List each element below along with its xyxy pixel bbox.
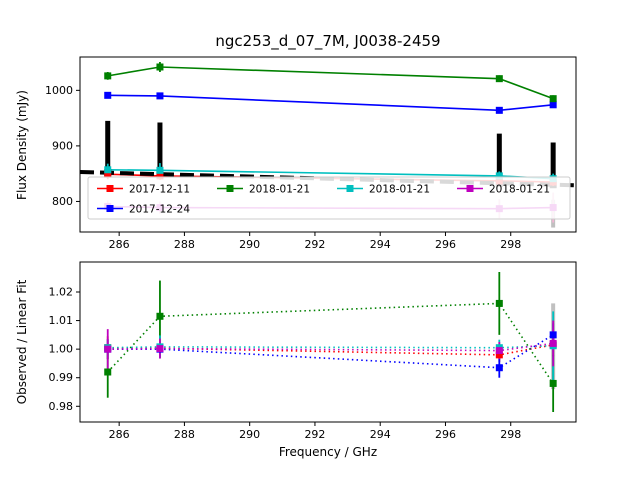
y-tick-label: 0.98 bbox=[49, 400, 74, 413]
x-tick-label: 298 bbox=[500, 428, 521, 441]
axes-frame bbox=[79, 261, 577, 423]
data-point-marker bbox=[495, 351, 503, 359]
data-point-marker bbox=[495, 347, 503, 355]
data-point-marker bbox=[549, 379, 557, 387]
y-tick-label: 800 bbox=[52, 195, 73, 208]
data-point-marker bbox=[156, 172, 164, 180]
x-tick-label: 294 bbox=[370, 238, 391, 251]
data-point-marker bbox=[156, 63, 164, 71]
data-point-marker bbox=[495, 106, 503, 114]
data-point-marker bbox=[495, 75, 503, 83]
y-tick-label: 1.00 bbox=[49, 343, 74, 356]
x-tick-label: 290 bbox=[239, 238, 260, 251]
series-line bbox=[107, 342, 554, 352]
axes-frame bbox=[79, 56, 577, 233]
y-tick-label: 1.02 bbox=[49, 286, 74, 299]
data-point-marker bbox=[549, 339, 557, 347]
data-point-marker bbox=[156, 345, 164, 353]
y-tick-label: 0.99 bbox=[49, 371, 74, 384]
legend-marker bbox=[226, 185, 234, 192]
x-tick-label: 290 bbox=[239, 428, 260, 441]
legend-label: 2018-01-21 bbox=[489, 183, 550, 195]
bottom-y-axis-label: Observed / Linear Fit bbox=[15, 279, 29, 405]
x-tick-label: 298 bbox=[500, 238, 521, 251]
series-line bbox=[107, 94, 554, 112]
x-tick-label: 294 bbox=[370, 428, 391, 441]
x-tick-label: 292 bbox=[304, 428, 325, 441]
x-tick-label: 286 bbox=[109, 428, 130, 441]
legend-marker bbox=[346, 185, 354, 192]
x-axis-label: Frequency / GHz bbox=[278, 445, 378, 459]
x-tick-label: 292 bbox=[304, 238, 325, 251]
data-point-marker bbox=[104, 72, 112, 80]
legend-label: 2018-01-21 bbox=[369, 183, 430, 195]
x-tick-label: 296 bbox=[435, 428, 456, 441]
legend-label: 2018-01-21 bbox=[249, 183, 310, 195]
data-point-marker bbox=[156, 312, 164, 320]
x-tick-label: 296 bbox=[435, 238, 456, 251]
x-tick-label: 286 bbox=[109, 238, 130, 251]
x-tick-label: 288 bbox=[174, 238, 195, 251]
data-point-marker bbox=[549, 331, 557, 339]
series-line bbox=[107, 344, 554, 356]
top-y-axis-label: Flux Density (mJy) bbox=[15, 90, 29, 200]
data-point-marker bbox=[156, 92, 164, 100]
data-point-marker bbox=[104, 345, 112, 353]
legend-marker bbox=[106, 185, 114, 192]
data-point-marker bbox=[104, 368, 112, 376]
figure-title: ngc253_d_07_7M, J0038-2459 bbox=[215, 32, 441, 50]
y-tick-label: 1.01 bbox=[49, 314, 74, 327]
axes-0: 286 288 290 292 294 296 298 800 900 1000 2017-12-1… bbox=[45, 56, 577, 251]
axes-1: 286 288 290 292 294 296 298 0.98 0.99 1.00 1.01 1.0… bbox=[49, 261, 577, 441]
data-point-marker bbox=[104, 166, 112, 174]
data-point-marker bbox=[104, 91, 112, 99]
series-line bbox=[107, 334, 554, 369]
series-line bbox=[107, 302, 554, 384]
y-tick-label: 1000 bbox=[45, 84, 73, 97]
data-point-marker bbox=[495, 364, 503, 372]
legend-marker bbox=[466, 185, 474, 192]
legend-label: 2017-12-11 bbox=[129, 183, 190, 195]
legend-label: 2017-12-24 bbox=[129, 203, 190, 215]
data-point-marker bbox=[549, 95, 557, 103]
series-line bbox=[107, 66, 554, 100]
legend-marker bbox=[106, 205, 114, 212]
data-point-marker bbox=[495, 299, 503, 307]
x-tick-label: 288 bbox=[174, 428, 195, 441]
data-point-marker bbox=[156, 166, 164, 174]
legend-box bbox=[87, 176, 571, 220]
y-tick-label: 900 bbox=[52, 139, 73, 152]
legend: 2017-12-11 2017-12-24 2018-01-21 2018-01-21… bbox=[87, 176, 571, 220]
data-point-marker bbox=[495, 172, 503, 180]
data-point-marker bbox=[104, 170, 112, 178]
data-point-marker bbox=[549, 101, 557, 109]
